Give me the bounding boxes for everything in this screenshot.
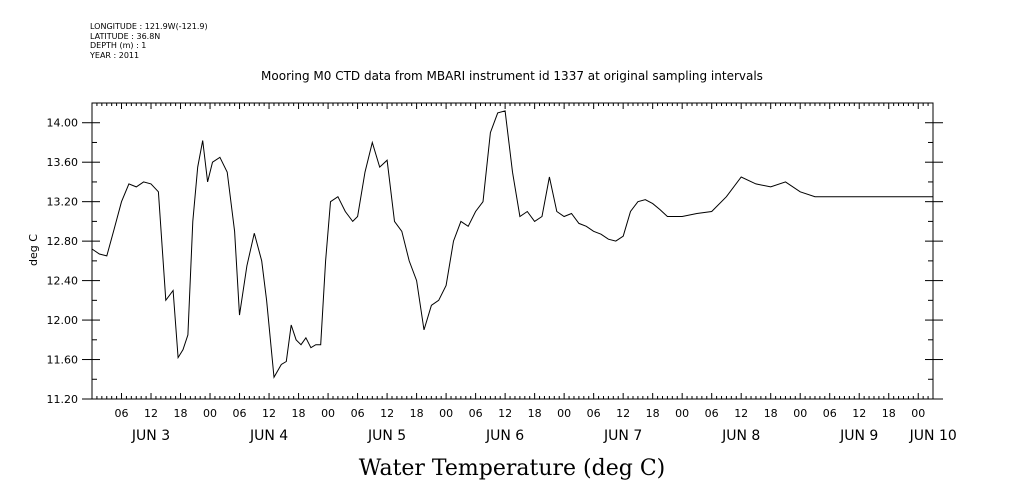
- plot-frame: [91, 102, 934, 400]
- x-hour-tick-label: 12: [262, 407, 276, 420]
- x-day-label: JUN 10: [909, 428, 957, 444]
- depth-label: DEPTH (m) : 1: [90, 41, 147, 50]
- chart-title: Mooring M0 CTD data from MBARI instrumen…: [261, 69, 763, 83]
- x-hour-tick-label: 18: [764, 407, 778, 420]
- x-hour-tick-label: 00: [793, 407, 807, 420]
- x-hour-tick-label: 06: [823, 407, 837, 420]
- x-hour-tick-label: 18: [528, 407, 542, 420]
- x-hour-tick-label: 06: [351, 407, 365, 420]
- x-hour-tick-label: 12: [498, 407, 512, 420]
- longitude-label: LONGITUDE : 121.9W(-121.9): [90, 22, 208, 31]
- y-tick-label: 14.00: [47, 117, 79, 130]
- y-tick-label: 13.60: [47, 156, 79, 169]
- x-hour-tick-label: 12: [380, 407, 394, 420]
- y-tick-label: 12.80: [47, 235, 79, 248]
- year-label: YEAR : 2011: [90, 50, 140, 60]
- x-hour-tick-label: 00: [439, 407, 453, 420]
- x-hour-tick-label: 00: [911, 407, 925, 420]
- x-hour-tick-label: 12: [144, 407, 158, 420]
- y-tick-label: 11.60: [47, 354, 79, 367]
- x-day-label: JUN 8: [721, 428, 760, 444]
- metadata-block: LONGITUDE : 121.9W(-121.9) LATITUDE : 36…: [90, 22, 208, 60]
- x-hour-tick-label: 18: [174, 407, 188, 420]
- x-hour-tick-label: 06: [233, 407, 247, 420]
- x-hour-tick-label: 06: [705, 407, 719, 420]
- x-hour-tick-label: 00: [321, 407, 335, 420]
- x-day-label: JUN 6: [485, 428, 524, 444]
- x-day-label: JUN 3: [131, 428, 170, 444]
- x-axis-title: Water Temperature (deg C): [359, 456, 666, 481]
- x-hour-tick-label: 06: [587, 407, 601, 420]
- x-hour-tick-label: 06: [115, 407, 129, 420]
- x-hour-tick-label: 18: [292, 407, 306, 420]
- y-axis-title: deg C: [27, 234, 40, 266]
- x-hour-tick-label: 00: [675, 407, 689, 420]
- x-hour-tick-label: 12: [852, 407, 866, 420]
- y-tick-label: 12.40: [47, 275, 79, 288]
- x-hour-tick-label: 12: [616, 407, 630, 420]
- x-day-label: JUN 5: [367, 428, 406, 444]
- y-tick-label: 11.20: [47, 393, 79, 406]
- temperature-line: [91, 110, 933, 379]
- latitude-label: LATITUDE : 36.8N: [90, 31, 161, 41]
- axes-group: 06 12 18 00 06 12 18 00 06 12 18 00 06 12 18 00 06 12 18 00…: [47, 102, 957, 444]
- x-hour-tick-label: 00: [203, 407, 217, 420]
- x-day-label: JUN 7: [603, 428, 642, 444]
- y-tick-label: 13.20: [47, 196, 79, 209]
- x-hour-tick-label: 00: [557, 407, 571, 420]
- x-hour-tick-label: 18: [882, 407, 896, 420]
- x-day-label: JUN 9: [839, 428, 878, 444]
- x-hour-tick-label: 18: [646, 407, 660, 420]
- x-hour-tick-label: 06: [469, 407, 483, 420]
- x-hour-tick-label: 18: [410, 407, 424, 420]
- x-day-label: JUN 4: [249, 428, 288, 444]
- x-hour-tick-label: 12: [734, 407, 748, 420]
- y-tick-label: 12.00: [47, 314, 79, 327]
